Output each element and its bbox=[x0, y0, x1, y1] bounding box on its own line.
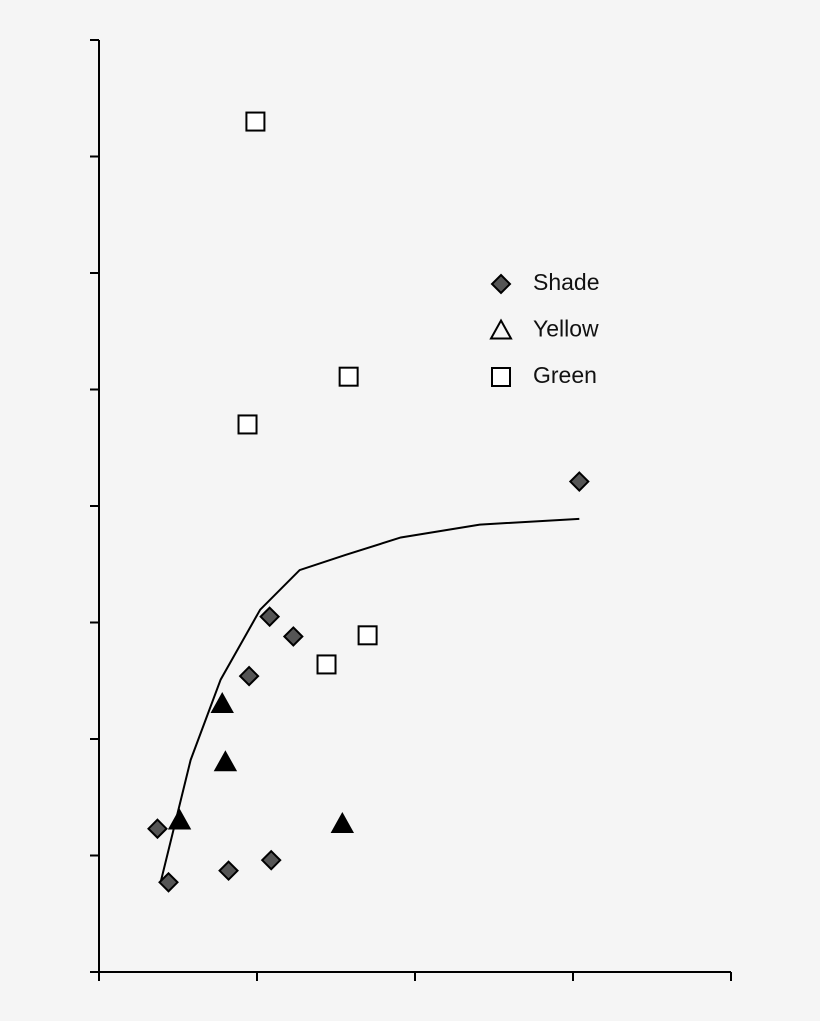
square-marker bbox=[237, 414, 258, 435]
trendline bbox=[159, 517, 580, 883]
square-marker bbox=[316, 654, 337, 675]
diamond-marker bbox=[259, 606, 281, 628]
diamond-marker bbox=[158, 871, 179, 893]
triangle-marker bbox=[213, 750, 238, 772]
triangle-marker bbox=[210, 691, 234, 714]
square-marker bbox=[338, 366, 359, 387]
diamond-marker bbox=[238, 665, 260, 687]
diamond-marker bbox=[282, 626, 304, 647]
legend-marker bbox=[491, 367, 511, 387]
legend-marker bbox=[489, 318, 513, 340]
diamond-marker bbox=[260, 849, 282, 871]
square-marker bbox=[357, 625, 378, 646]
triangle-marker bbox=[330, 811, 355, 834]
diamond-marker bbox=[147, 818, 168, 840]
legend-marker bbox=[490, 273, 512, 295]
legend-label: Shade bbox=[533, 269, 600, 295]
legend-label: Yellow bbox=[533, 316, 599, 342]
triangle-marker bbox=[167, 808, 192, 830]
square-marker bbox=[245, 111, 266, 132]
legend-label: Green bbox=[533, 362, 597, 388]
diamond-marker bbox=[568, 471, 590, 492]
diamond-marker bbox=[218, 860, 239, 882]
